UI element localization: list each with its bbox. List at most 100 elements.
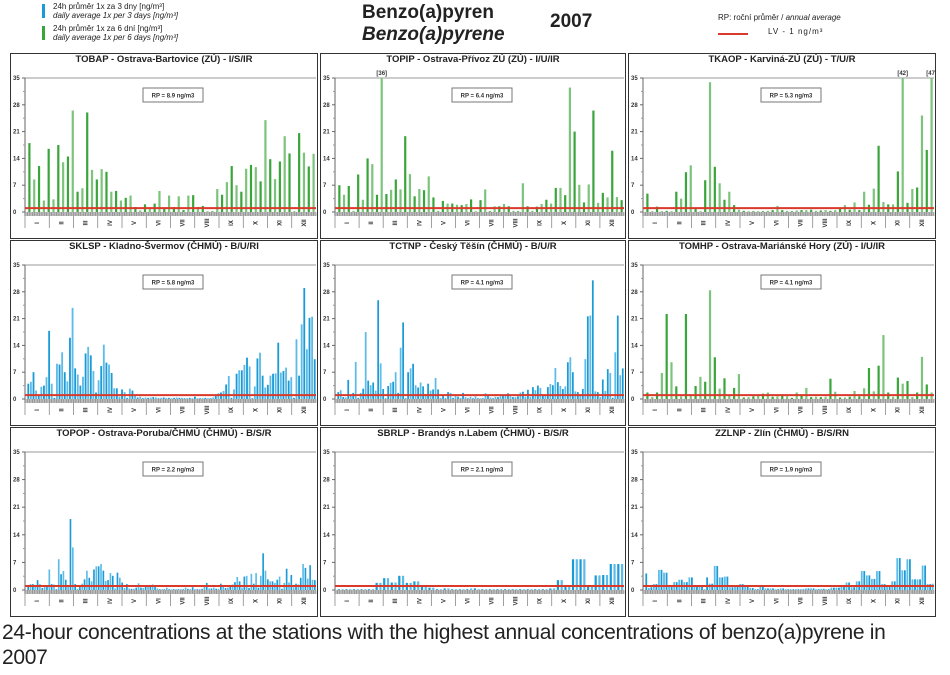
y-tick-label: 21 <box>323 130 330 136</box>
bar <box>794 589 797 590</box>
month-label: X <box>871 408 877 412</box>
bar <box>349 589 352 590</box>
bar <box>441 200 444 212</box>
bar <box>898 558 901 590</box>
panel-title: TKAOP - Karviná-ZÚ (ZÚ) - T/U/R <box>708 54 856 65</box>
bar <box>452 397 454 399</box>
bar <box>665 210 668 212</box>
bar <box>231 584 234 590</box>
bar <box>43 385 45 399</box>
bar <box>56 363 58 399</box>
bar <box>299 577 302 590</box>
bar <box>338 185 341 212</box>
bar <box>89 355 92 399</box>
bar <box>511 589 514 590</box>
bar <box>830 587 833 590</box>
bar <box>877 365 880 399</box>
bar <box>713 166 716 212</box>
y-tick-label: 21 <box>631 317 638 323</box>
bar <box>88 577 91 590</box>
month-label: III <box>702 598 708 603</box>
month-label: XII <box>302 219 308 227</box>
bar <box>134 207 137 212</box>
bar <box>777 589 779 590</box>
bar <box>718 388 721 399</box>
month-label: III <box>702 407 708 412</box>
month-label: II <box>677 221 683 225</box>
bar <box>665 572 668 590</box>
month-label: II <box>59 221 65 225</box>
bar <box>367 589 371 590</box>
y-tick-label: 0 <box>631 210 635 216</box>
bar <box>47 148 50 212</box>
bar <box>71 307 74 399</box>
y-tick-label: 28 <box>631 478 638 484</box>
bar <box>302 152 306 212</box>
month-label: IX <box>229 220 235 226</box>
bar <box>74 368 77 399</box>
bar <box>162 397 165 399</box>
bar <box>877 145 880 212</box>
bar <box>878 571 881 590</box>
bar <box>751 588 754 590</box>
month-label: VI <box>465 220 471 226</box>
bar <box>191 398 194 399</box>
month-label: IX <box>229 407 235 413</box>
bar <box>62 571 65 590</box>
bar <box>86 112 89 212</box>
bar <box>309 565 311 590</box>
bar <box>822 588 825 590</box>
bar <box>250 573 253 590</box>
bar <box>756 589 759 590</box>
bar <box>292 587 295 590</box>
bar <box>140 587 142 590</box>
bar <box>752 396 755 399</box>
month-label: I <box>35 600 41 602</box>
y-tick-label: 14 <box>13 343 20 349</box>
bar <box>802 589 805 590</box>
bar <box>187 588 189 590</box>
bar <box>269 159 272 212</box>
bar <box>779 588 782 590</box>
month-label: VI <box>774 407 780 413</box>
bar <box>412 363 414 399</box>
bar <box>886 585 888 590</box>
bar <box>42 200 45 212</box>
bar <box>86 570 88 590</box>
bar <box>444 397 447 399</box>
bar <box>133 588 135 590</box>
bar <box>201 588 203 590</box>
bar <box>479 200 482 212</box>
bar <box>757 395 760 399</box>
month-label: XII <box>920 597 926 605</box>
bar <box>139 396 142 399</box>
bar <box>79 385 82 399</box>
bar <box>413 196 416 212</box>
bar <box>356 589 359 590</box>
bar <box>215 588 217 590</box>
bar <box>191 587 194 590</box>
bar <box>407 372 409 399</box>
bar <box>272 373 274 399</box>
bar <box>545 589 548 590</box>
month-label: XI <box>586 407 592 413</box>
bar <box>418 189 421 212</box>
bar <box>675 191 678 212</box>
bar <box>147 585 149 590</box>
bar <box>728 191 731 212</box>
month-label: IX <box>847 220 853 226</box>
bar <box>668 586 670 590</box>
month-label: V <box>750 408 756 412</box>
bar <box>297 584 300 590</box>
bar <box>285 568 288 590</box>
bar <box>911 397 914 399</box>
bar <box>916 579 919 590</box>
bar <box>371 164 374 212</box>
bar <box>819 210 822 212</box>
month-label: X <box>871 599 877 603</box>
bar <box>267 579 269 590</box>
chart-panel: ZZLNP - Zlín (ČHMÚ) - B/S/RN 0 7 14 21 28 35 I I… <box>628 427 936 617</box>
bar <box>220 194 224 212</box>
